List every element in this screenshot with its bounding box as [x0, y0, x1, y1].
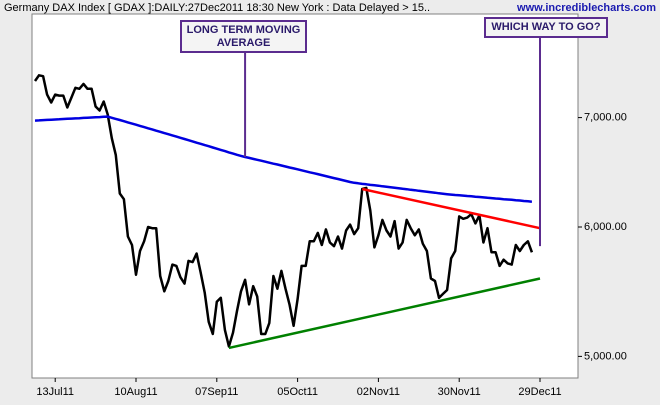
x-tick-label: 13Jul11 [36, 386, 74, 398]
series-line [33, 74, 534, 348]
trend-line [228, 277, 541, 350]
x-tick-label: 02Nov11 [357, 386, 400, 398]
annotation-box: WHICH WAY TO GO? [484, 17, 608, 38]
watermark: www.incrediblecharts.com [516, 2, 656, 14]
chart-title: Germany DAX Index [ GDAX ]:DAILY:27Dec20… [4, 2, 430, 14]
y-tick-label: 7,000.00 [584, 111, 627, 123]
x-tick-label: 07Sep11 [195, 386, 238, 398]
annotation-box: LONG TERM MOVING AVERAGE [180, 20, 307, 53]
y-tick-label: 6,000.00 [584, 221, 627, 233]
x-tick-label: 05Oct11 [277, 386, 318, 398]
plot-area [31, 13, 579, 379]
series-line [34, 115, 533, 203]
x-tick-label: 10Aug11 [114, 386, 157, 398]
x-tick-label: 29Dec11 [518, 386, 561, 398]
y-tick-label: 5,000.00 [584, 350, 627, 362]
trend-line [361, 187, 541, 230]
x-tick-label: 30Nov11 [438, 386, 481, 398]
